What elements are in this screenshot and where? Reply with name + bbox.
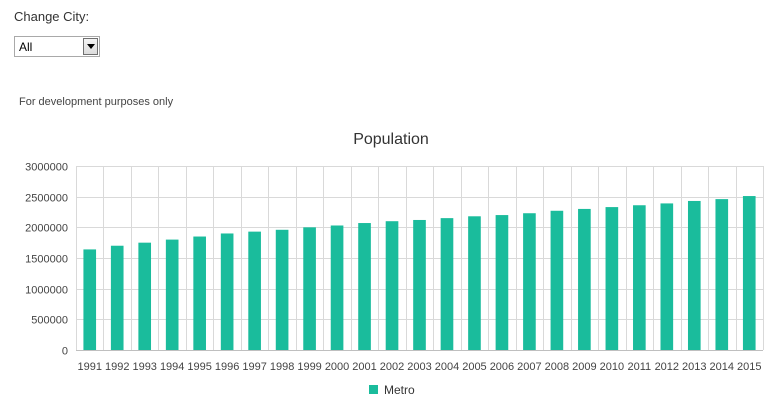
x-tick-label: 2009 xyxy=(572,361,596,373)
x-tick-label: 2015 xyxy=(737,361,761,373)
x-tick-label: 1991 xyxy=(77,361,101,373)
bar-1992 xyxy=(110,245,124,350)
y-tick-label: 2500000 xyxy=(25,193,68,205)
x-tick-label: 1994 xyxy=(160,361,184,373)
y-tick-label: 3000000 xyxy=(25,162,68,174)
bar-1997 xyxy=(248,231,261,350)
bar-2008 xyxy=(550,210,564,350)
x-tick-label: 2003 xyxy=(407,361,431,373)
bar-1993 xyxy=(138,242,152,350)
x-tick-label: 1993 xyxy=(132,361,156,373)
legend-swatch xyxy=(369,385,378,394)
y-tick-label: 0 xyxy=(62,346,68,358)
x-tick-label: 1997 xyxy=(242,361,266,373)
x-tick-label: 2012 xyxy=(655,361,679,373)
bar-2015 xyxy=(742,196,756,350)
bar-1999 xyxy=(303,227,316,350)
change-city-label: Change City: xyxy=(14,9,90,24)
bar-2006 xyxy=(495,215,509,350)
x-tick-label: 1998 xyxy=(270,361,294,373)
bar-1998 xyxy=(275,229,289,350)
x-tick-label: 2014 xyxy=(710,361,734,373)
bar-2003 xyxy=(413,219,426,350)
bar-2001 xyxy=(358,223,371,350)
bar-2014 xyxy=(715,199,729,350)
x-tick-label: 2000 xyxy=(325,361,349,373)
x-tick-label: 2004 xyxy=(435,361,459,373)
x-tick-label: 2007 xyxy=(517,361,541,373)
x-tick-label: 2002 xyxy=(380,361,404,373)
y-tick-label: 2000000 xyxy=(25,223,68,235)
x-tick-label: 1992 xyxy=(105,361,129,373)
bar-1994 xyxy=(165,239,179,350)
y-tick-label: 1000000 xyxy=(25,285,68,297)
bar-2009 xyxy=(578,208,591,350)
city-select-value: All xyxy=(19,40,33,54)
chart-title: Population xyxy=(353,131,429,148)
chevron-down-icon[interactable] xyxy=(83,38,98,55)
y-tick-label: 1500000 xyxy=(25,254,68,266)
chart-legend: Metro xyxy=(369,383,415,397)
bar-2013 xyxy=(687,200,701,350)
y-tick-label: 500000 xyxy=(31,315,68,327)
bar-1991 xyxy=(83,249,97,350)
bar-1996 xyxy=(220,233,234,350)
bar-2002 xyxy=(385,221,399,350)
x-tick-label: 2013 xyxy=(682,361,706,373)
development-note: For development purposes only xyxy=(19,96,174,108)
x-tick-label: 2011 xyxy=(628,361,652,373)
x-tick-label: 1996 xyxy=(215,361,239,373)
x-tick-label: 2006 xyxy=(490,361,514,373)
bar-2011 xyxy=(633,205,646,350)
chart-bars xyxy=(83,196,756,350)
x-tick-label: 2001 xyxy=(352,361,376,373)
x-tick-label: 1995 xyxy=(187,361,211,373)
x-tick-label: 2008 xyxy=(545,361,569,373)
chart-axes: 0 500000 1000000 1500000 2000000 2500000 30000… xyxy=(25,162,763,373)
bar-2000 xyxy=(330,225,344,350)
x-tick-label: 2005 xyxy=(462,361,486,373)
legend-label: Metro xyxy=(384,383,415,397)
bar-2004 xyxy=(440,218,454,350)
x-tick-label: 1999 xyxy=(297,361,321,373)
city-select[interactable]: All xyxy=(14,36,100,57)
bar-2012 xyxy=(660,203,674,350)
bar-2007 xyxy=(523,213,536,350)
bar-2010 xyxy=(605,207,619,350)
bar-2005 xyxy=(468,216,481,350)
x-tick-label: 2010 xyxy=(600,361,624,373)
bar-1995 xyxy=(193,236,206,350)
